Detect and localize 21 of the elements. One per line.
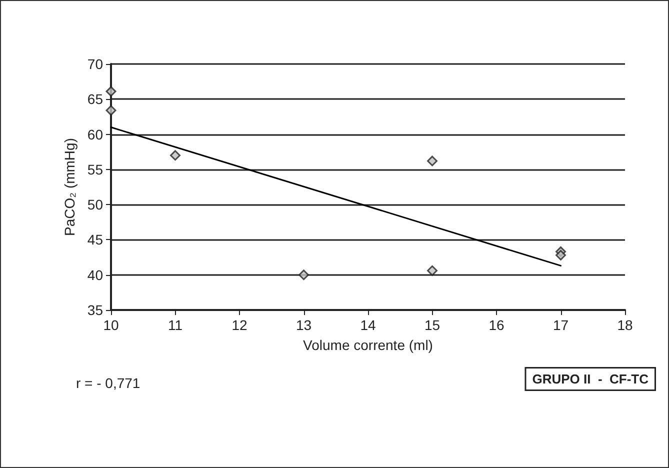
x-tick-label: 11 xyxy=(168,317,183,333)
x-tick-label: 14 xyxy=(360,317,376,333)
text: r = - 0,771 xyxy=(76,375,140,391)
y-tick-label: 65 xyxy=(87,91,104,108)
y-tick-label: 55 xyxy=(87,161,104,178)
y-tick-label: 60 xyxy=(87,126,104,142)
x-tick-label: 16 xyxy=(488,317,504,333)
y-tick-label: 45 xyxy=(87,232,104,248)
y-tick-label: 40 xyxy=(87,266,104,283)
x-tick-label: 18 xyxy=(617,317,633,333)
text: GRUPO II - CF-TC xyxy=(532,372,650,386)
x-tick-label: 15 xyxy=(424,317,440,333)
x-tick-label: 13 xyxy=(296,317,312,333)
y-tick-label: 50 xyxy=(87,196,104,213)
y-axis-title: PaCO₂ (mmHg) xyxy=(62,138,78,236)
x-tick-label: 10 xyxy=(103,317,119,333)
x-tick-label: 12 xyxy=(232,317,248,333)
y-tick-label: 35 xyxy=(87,302,104,318)
x-axis-title: Volume corrente (ml) xyxy=(303,337,433,353)
x-tick-label: 17 xyxy=(552,317,569,333)
y-tick-label: 70 xyxy=(87,56,104,72)
